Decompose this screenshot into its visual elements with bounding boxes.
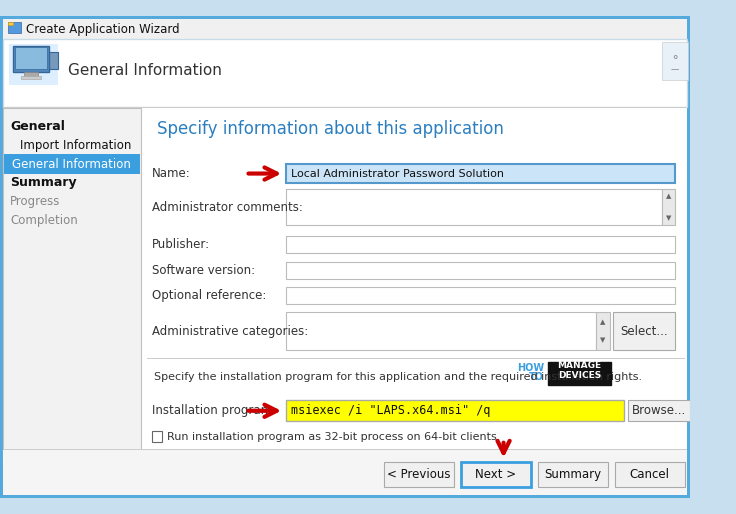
Text: MANAGE
DEVICES: MANAGE DEVICES — [557, 361, 601, 380]
Text: < Previous: < Previous — [387, 468, 451, 481]
Bar — [548, 362, 612, 384]
Bar — [4, 154, 140, 174]
Text: Installation program:: Installation program: — [152, 405, 276, 417]
Text: Specify information about this application: Specify information about this applicati… — [157, 120, 503, 138]
Text: Optional reference:: Optional reference: — [152, 289, 266, 302]
Bar — [615, 463, 684, 487]
Bar — [143, 108, 687, 464]
Bar — [3, 449, 687, 450]
Bar — [3, 40, 687, 107]
Bar — [3, 107, 687, 108]
Bar — [147, 358, 684, 359]
Bar — [7, 22, 13, 25]
Bar — [384, 463, 454, 487]
Bar — [147, 143, 684, 144]
Bar — [21, 76, 41, 79]
Text: Create Application Wizard: Create Application Wizard — [26, 23, 180, 35]
Bar — [3, 108, 141, 464]
Text: General Information: General Information — [68, 63, 222, 78]
Bar — [286, 400, 623, 421]
Bar — [3, 19, 687, 40]
Text: Import Information: Import Information — [20, 139, 131, 152]
Bar — [538, 463, 608, 487]
Bar — [662, 190, 675, 225]
Text: Software version:: Software version: — [152, 264, 255, 277]
Bar — [461, 463, 531, 487]
Bar — [286, 164, 675, 183]
Text: General: General — [10, 120, 66, 133]
Bar — [286, 262, 675, 279]
Bar — [7, 22, 21, 33]
Text: Select...: Select... — [620, 324, 668, 338]
Text: Name:: Name: — [152, 167, 191, 180]
Text: Progress: Progress — [10, 195, 60, 208]
Text: Administrative categories:: Administrative categories: — [152, 324, 308, 338]
Bar — [10, 44, 58, 85]
Text: HOW: HOW — [517, 363, 544, 373]
Text: ▲: ▲ — [666, 193, 671, 199]
Text: Local Administrator Password Solution: Local Administrator Password Solution — [291, 169, 503, 178]
Text: msiexec /i "LAPS.x64.msi" /q: msiexec /i "LAPS.x64.msi" /q — [291, 405, 490, 417]
Text: Browse...: Browse... — [632, 405, 687, 417]
Bar — [13, 46, 49, 72]
Bar — [286, 313, 596, 350]
Text: General Information: General Information — [12, 158, 131, 171]
Bar — [24, 72, 38, 76]
Text: Completion: Completion — [10, 214, 78, 227]
Text: Publisher:: Publisher: — [152, 238, 210, 251]
Text: ⚬: ⚬ — [670, 53, 680, 63]
Bar — [40, 51, 58, 68]
Bar — [15, 47, 47, 69]
Text: Run installation program as 32-bit process on 64-bit clients.: Run installation program as 32-bit proce… — [167, 432, 500, 442]
Bar — [286, 236, 675, 253]
Text: —: — — [671, 65, 679, 74]
Text: Next >: Next > — [475, 468, 517, 481]
Bar — [629, 400, 690, 421]
Text: Administrator comments:: Administrator comments: — [152, 201, 302, 214]
Bar — [152, 431, 162, 442]
Text: ▼: ▼ — [666, 215, 671, 222]
Text: ▲: ▲ — [601, 319, 606, 325]
Bar — [613, 313, 675, 350]
Text: Specify the installation program for this application and the required installat: Specify the installation program for thi… — [154, 372, 642, 382]
Text: Summary: Summary — [545, 468, 601, 481]
Bar — [596, 313, 609, 350]
Bar — [286, 190, 662, 225]
Text: ▼: ▼ — [601, 338, 606, 343]
Bar — [3, 450, 687, 495]
Bar — [286, 287, 675, 304]
Text: Cancel: Cancel — [630, 468, 670, 481]
Text: TO: TO — [529, 372, 544, 382]
Text: Summary: Summary — [10, 176, 77, 190]
Bar — [662, 42, 688, 80]
